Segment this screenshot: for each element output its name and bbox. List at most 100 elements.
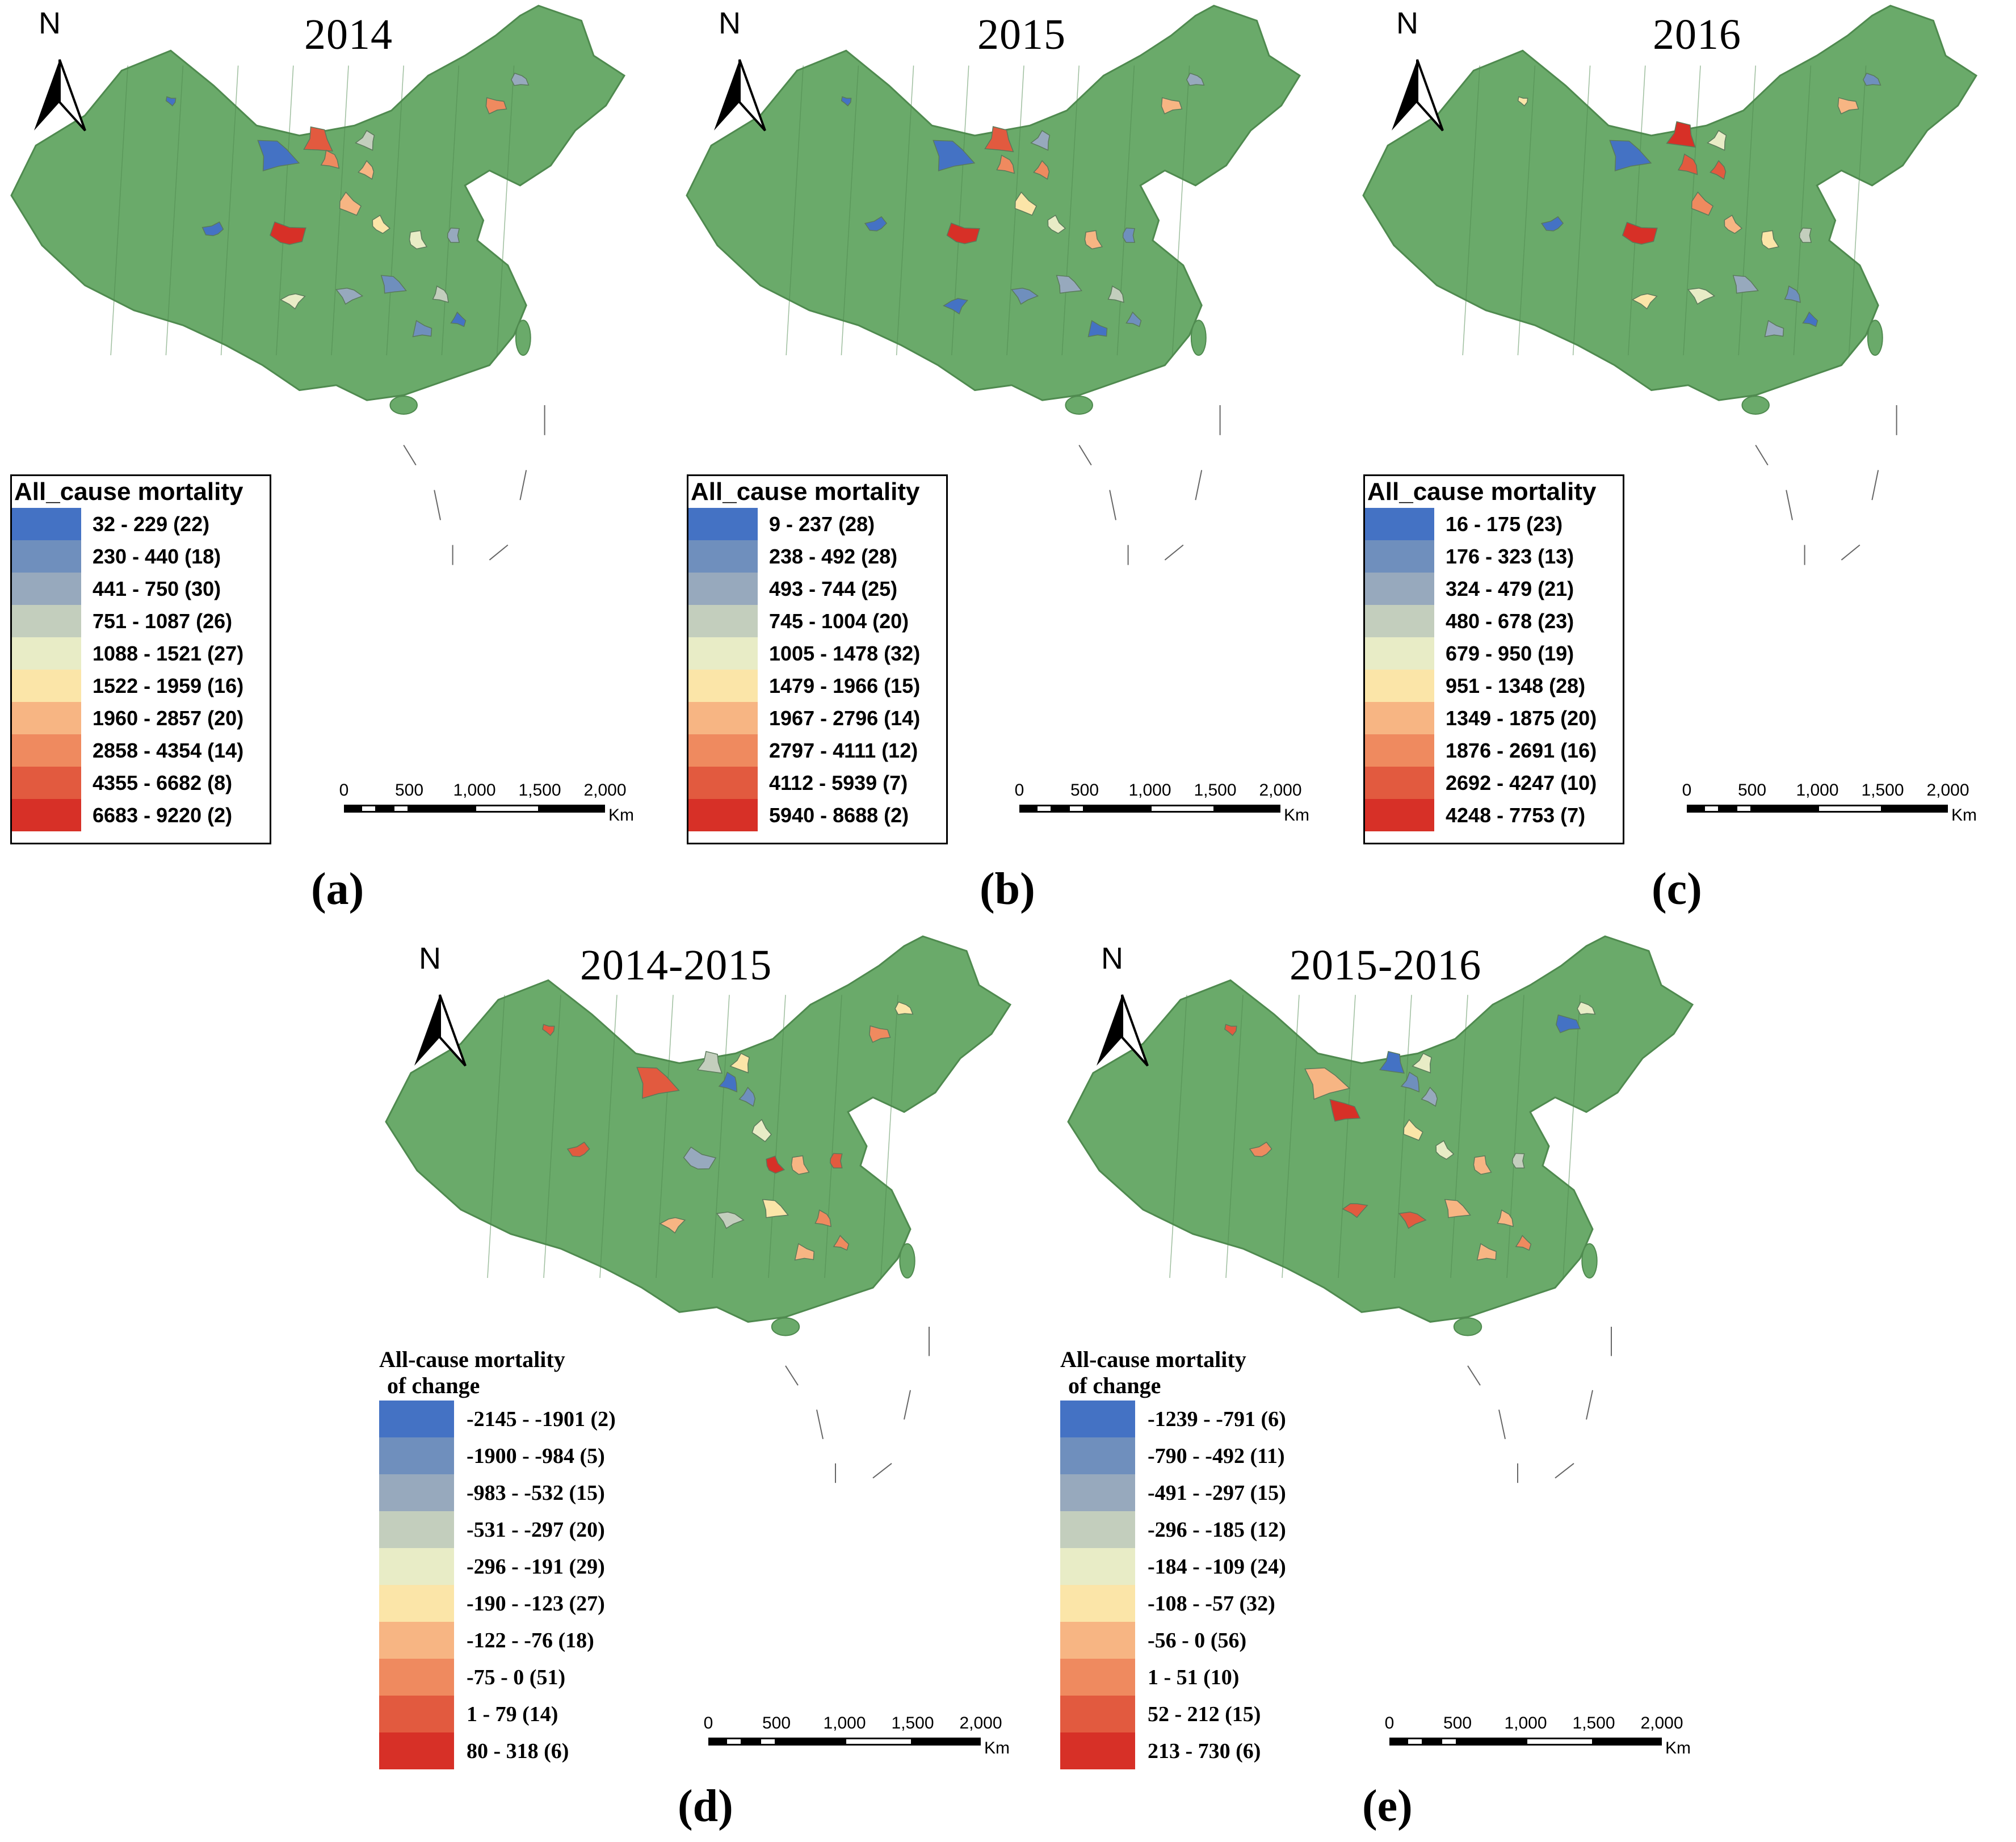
legend-label: 4355 - 6682 (8) [93, 771, 233, 794]
panel-a: 2014 N All_cause mortality 32 - 229 (22)… [0, 0, 672, 919]
hainan-island [1065, 396, 1093, 415]
province-border [880, 995, 898, 1279]
prefecture-region [659, 1217, 686, 1234]
north-arrow-icon [1392, 59, 1444, 132]
prefecture-region [1497, 1209, 1514, 1227]
legend-swatch [1060, 1732, 1135, 1769]
nine-dash-line [519, 470, 527, 501]
legend-row: 230 - 440 (18) [12, 540, 270, 573]
north-arrow-icon [714, 59, 766, 132]
legend-swatch [379, 1548, 454, 1585]
legend-label: 324 - 479 (21) [1446, 577, 1574, 600]
prefecture-region [738, 1087, 756, 1107]
north-arrow-icon [34, 59, 86, 132]
legend-row: -1239 - -791 (6) [1060, 1401, 1344, 1437]
province-border [331, 65, 349, 356]
scale-segment [1526, 1738, 1594, 1746]
scale-tick-label: 2,000 [959, 1714, 1002, 1732]
legend-swatch [379, 1622, 454, 1659]
prefecture-region [636, 1067, 680, 1099]
prefecture-region [1379, 1050, 1405, 1074]
prefecture-region [894, 1001, 914, 1015]
prefecture-region [1087, 319, 1108, 338]
prefecture-region [1421, 1087, 1438, 1107]
legend-swatch [379, 1696, 454, 1732]
legend-swatch [1365, 605, 1434, 637]
scale-tick-label: 2,000 [1640, 1714, 1683, 1732]
scale-segment [1150, 805, 1215, 813]
scale-tick-label: 0 [1014, 781, 1024, 800]
scale-segment [360, 805, 377, 813]
prefecture-region [942, 298, 968, 315]
nine-dash-line [1467, 1365, 1481, 1386]
legend-label: 5940 - 8688 (2) [769, 803, 909, 827]
nine-dash-line [872, 1463, 892, 1479]
prefecture-region [1186, 73, 1205, 86]
province-border [1450, 995, 1468, 1279]
legend-swatch [1365, 540, 1434, 573]
scale-segment [1406, 1738, 1423, 1746]
scale-segment [344, 805, 360, 813]
province-border [220, 65, 239, 356]
legend-label: -983 - -532 (15) [467, 1481, 605, 1505]
legend-label: -1900 - -984 (5) [467, 1444, 605, 1468]
prefecture-region [696, 1050, 723, 1074]
legend-label: 16 - 175 (23) [1446, 512, 1563, 536]
hainan-island [1741, 396, 1770, 415]
scale-segment [1440, 1738, 1458, 1746]
legend-row: -75 - 0 (51) [379, 1659, 663, 1696]
province-border [496, 65, 515, 356]
legend-row: 213 - 730 (6) [1060, 1732, 1344, 1769]
panel-label: (c) [1652, 864, 1702, 914]
panel-e: 2015-2016 N All-cause mortality of chang… [1051, 931, 1732, 1842]
panel-label: (a) [311, 864, 364, 914]
prefecture-region [751, 1118, 772, 1142]
legend-row: 1960 - 2857 (20) [12, 702, 270, 734]
scale-segment [1052, 805, 1069, 813]
scale-tick-label: 1,000 [1128, 781, 1171, 800]
nine-dash-line [1755, 444, 1769, 466]
scale-unit: Km [1951, 806, 1977, 825]
legend-label: 2858 - 4354 (14) [93, 738, 244, 762]
legend-swatch [1365, 702, 1434, 734]
scale-tick-label: 500 [394, 781, 424, 800]
province-border [768, 995, 786, 1279]
nine-dash-line [403, 444, 417, 466]
province-border [487, 995, 505, 1279]
legend-row: 951 - 1348 (28) [1365, 670, 1623, 702]
legend-swatch [688, 637, 758, 670]
scale-tick-label: 2,000 [1926, 781, 1969, 800]
legend-row: -56 - 0 (56) [1060, 1622, 1344, 1659]
legend-swatch [379, 1732, 454, 1769]
nine-dash-line [1786, 490, 1793, 520]
prefecture-region [1707, 130, 1727, 151]
panel-b: 2015 N All_cause mortality 9 - 237 (28) 2… [675, 0, 1347, 919]
legend-row: -190 - -123 (27) [379, 1585, 663, 1622]
prefecture-region [409, 230, 428, 250]
prefecture-region [1709, 160, 1727, 180]
legend-row: 238 - 492 (28) [688, 540, 946, 573]
legend-row: 5940 - 8688 (2) [688, 799, 946, 831]
scale-unit: Km [1665, 1739, 1691, 1757]
legend: All_cause mortality 16 - 175 (23) 176 - 3… [1363, 474, 1624, 844]
province-border [1563, 995, 1581, 1279]
scale-tick-label: 1,000 [1504, 1714, 1547, 1732]
scale-segment [1687, 805, 1703, 813]
scale-segment [776, 1738, 845, 1746]
prefecture-region [1802, 311, 1818, 327]
legend-label: 32 - 229 (22) [93, 512, 210, 536]
nine-dash-line [434, 490, 441, 520]
legend-row: 52 - 212 (15) [1060, 1696, 1344, 1732]
scale-segment [1883, 805, 1948, 813]
prefecture-region [1540, 216, 1564, 232]
scale-tick-label: 1,500 [1861, 781, 1904, 800]
taiwan-island [1190, 319, 1207, 356]
legend-label: -296 - -185 (12) [1148, 1517, 1286, 1542]
prefecture-region [1400, 1071, 1420, 1093]
scale-segment [1085, 805, 1150, 813]
prefecture-region [447, 228, 460, 243]
prefecture-region [1556, 1014, 1581, 1033]
legend-swatch [12, 637, 81, 670]
prefecture-region [1512, 1153, 1525, 1169]
legend-label: 2797 - 4111 (12) [769, 738, 918, 762]
